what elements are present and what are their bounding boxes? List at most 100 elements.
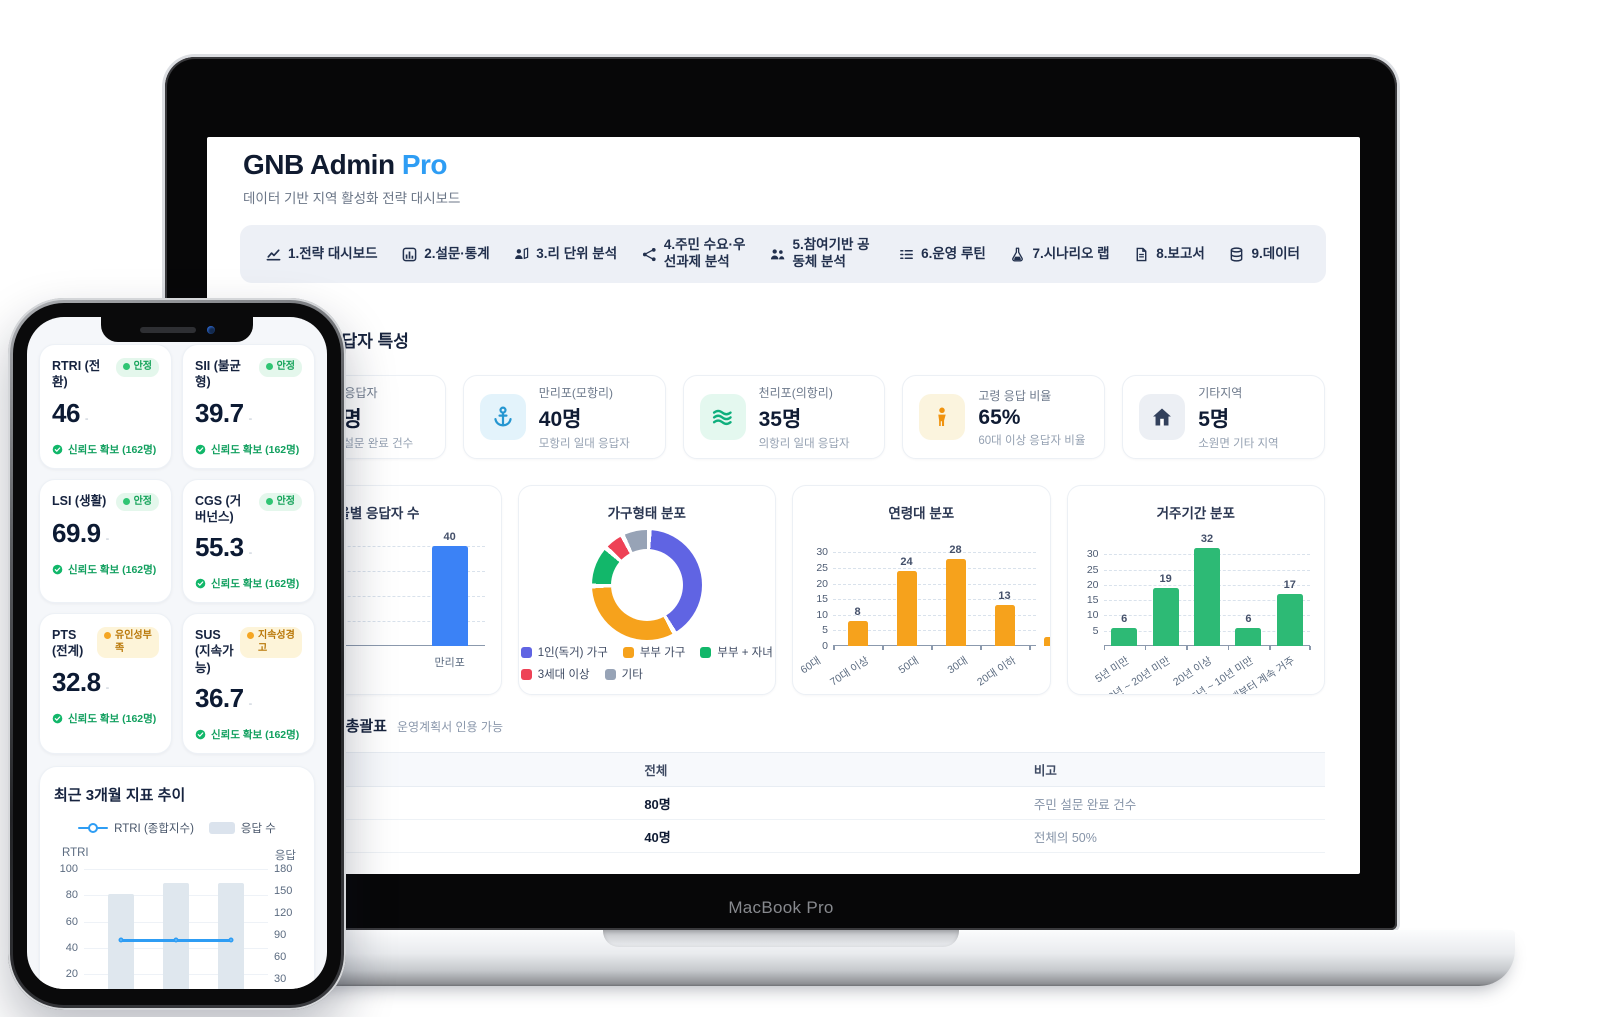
legend-item: 1인(독거) 가구 [520,644,608,660]
nav-item-9[interactable]: 9.데이터 [1229,246,1300,263]
right-axis-tick-label: 90 [274,928,287,941]
gridline [278,621,485,622]
nav-item-5[interactable]: 5.참여기반 공동체 분석 [770,237,874,271]
y-axis-tick-label: 5 [1092,624,1099,637]
stat-card-3: 천리포(의항리) 35명 의항리 일대 응답자 [682,375,886,459]
table-cell: 40명 [643,819,1033,853]
speaker-icon [139,326,196,333]
table-cell: 주민 설문 완료 건수 [1032,786,1325,820]
person-icon [919,394,966,440]
y-axis-tick-label: 25 [816,561,828,574]
nav-item-label: 9.데이터 [1251,245,1300,261]
metric-footnote: 신뢰도 확보 (162명) [52,562,159,577]
macbook-screen: GNB Admin Pro 데이터 기반 지역 활성화 전략 대시보드 1.전략… [207,137,1360,874]
y-axis-tick-label: 25 [1086,563,1099,576]
rtri-point-marker [173,937,179,943]
bar [1152,587,1179,646]
legend-label: 3세대 이상 [537,669,590,681]
x-axis-category-label: 60대 [798,654,823,677]
bar-value-label: 8 [854,606,861,618]
anchor-icon [479,394,526,440]
response-count-bar [163,883,189,989]
status-badge: 안정 [115,492,159,511]
section-title: 응답자 특성 [326,332,409,351]
household-donut-chart [591,530,702,640]
metric-delta: - [105,681,110,694]
nav-item-8[interactable]: 8.보고서 [1134,246,1205,263]
metric-footnote: 신뢰도 확보 (162명) [195,576,302,591]
app-subtitle: 데이터 기반 지역 활성화 전략 대시보드 [243,191,461,206]
check-icon [52,444,63,455]
bar [994,605,1015,646]
nav-item-3[interactable]: 3.리 단위 분석 [514,246,617,263]
nav-item-2[interactable]: 2.설문·통계 [402,246,490,263]
stat-card-value: 5명 [1198,407,1230,431]
metric-card-header: SUS (지속가능) 지속성경고 [195,627,302,676]
nav-item-4[interactable]: 4.주민 수요·우선과제 분석 [642,237,746,271]
list-icon [899,247,914,262]
nav-item-label: 1.전략 대시보드 [288,245,378,261]
status-badge-label: 안정 [276,495,295,507]
bar-value-label: 17 [1283,579,1296,591]
stat-card-sub: 소원면 기타 지역 [1198,437,1279,450]
trend-legend: RTRI (종합지수) 응답 수 [54,820,300,836]
status-badge-label: 안정 [133,495,152,507]
bar-value-label: 28 [949,543,962,556]
donut-hole [610,549,683,621]
chart-card-row: 마을별 응답자 수1020304040만리포35천리포5기타가구형태 분포1인(… [243,485,1325,695]
x-axis-tick [882,646,884,650]
bar-swatch-icon [208,821,235,834]
nav-item-6[interactable]: 6.운영 루틴 [899,246,986,263]
donut-legend: 1인(독거) 가구 부부 가구 부부 + 자녀 3세대 이상 기타 [519,644,776,682]
x-axis-tick [931,646,933,650]
bar-value-label: 6 [1121,612,1128,625]
metric-value: 55.3- [195,532,253,562]
stat-card-value: 65% [978,405,1021,429]
nav-item-label: 7.시나리오 랩 [1032,245,1110,261]
nav-item-label: 4.주민 수요·우선과제 분석 [663,237,746,269]
bar-value-label: 40 [443,531,456,543]
stat-card-text: 만리포(모항리) 40명 모항리 일대 응답자 [539,384,630,451]
gridline [278,571,485,572]
nav-item-label: 5.참여기반 공동체 분석 [792,237,870,269]
left-axis-tick-label: 80 [65,889,78,902]
check-icon [195,444,206,455]
legend-item: 기타 [604,666,643,682]
bar-value-label: 32 [1200,533,1214,546]
metric-card-grid: RTRI (전환) 안정 46- 신뢰도 확보 (162명) SII (불균형) 안정 39… [39,344,315,754]
metric-delta: - [84,412,89,425]
chart-card-4: 거주기간 분포 5 10 15 20 25 30 6 5년 미만 19 10년 ~ 20년 미만 32… [1066,485,1325,695]
page-title: GNB Admin Pro [243,149,448,181]
metric-label: RTRI (전환) [52,359,101,390]
status-dot-icon [247,632,254,639]
legend-swatch-icon [700,646,712,658]
x-axis-tick [1309,646,1311,650]
left-axis-tick-label: 100 [59,862,78,875]
x-axis-category-label: 30대 [945,654,970,677]
chart-title: 마을별 응답자 수 [325,506,420,521]
stat-card-text: 천리포(의항리) 35명 의항리 일대 응답자 [759,384,850,451]
metric-footnote: 신뢰도 확보 (162명) [52,711,159,726]
trend-chart-title: 최근 3개월 지표 추이 [54,786,186,804]
nav-item-1[interactable]: 1.전략 대시보드 [266,246,378,263]
metric-delta: - [248,547,253,559]
stat-card-text: 기타지역 5명 소원면 기타 지역 [1198,384,1278,451]
metric-delta: - [248,412,253,425]
macbook-lid-notch [603,930,959,947]
metric-value: 36.7- [195,682,252,713]
nav-item-7[interactable]: 7.시나리오 랩 [1010,245,1110,263]
check-icon [52,713,63,724]
flask-icon [1010,247,1025,262]
legend-label: 기타 [621,669,643,681]
x-axis-category-label: 70대 이상 [828,654,872,689]
metric-footnote-label: 신뢰도 확보 (162명) [68,443,157,456]
metric-label: SII (불균형) [195,359,241,390]
metric-footnote: 신뢰도 확보 (162명) [52,442,159,457]
donut-legend-rows: 1인(독거) 가구 부부 가구 부부 + 자녀 3세대 이상 기타 [520,644,773,682]
metric-footnote-label: 신뢰도 확보 (162명) [211,728,300,741]
chart-title: 거주기간 분포 [1156,506,1235,521]
phone-mockup: RTRI (전환) 안정 46- 신뢰도 확보 (162명) SII (불균형) 안정 39… [8,298,346,1010]
bar [1194,548,1220,646]
chart-card-3: 연령대 분포051015202530840대2460대2870대 이상1350대… [792,485,1051,695]
